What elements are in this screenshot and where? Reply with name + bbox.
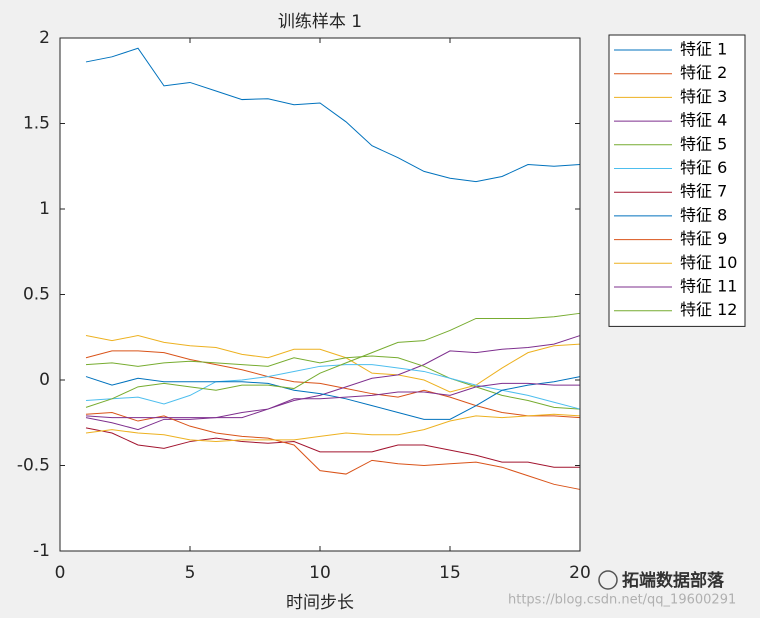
- series-line: [85, 364, 581, 410]
- legend-label: 特征 3: [680, 87, 727, 106]
- x-tick-label: 15: [439, 563, 461, 583]
- series-line: [85, 413, 581, 443]
- legend-label: 特征 5: [680, 134, 727, 153]
- legend-label: 特征 11: [680, 277, 737, 296]
- axes-box: [59, 37, 581, 552]
- series-line: [85, 312, 581, 408]
- y-tick-label: 0.5: [23, 285, 50, 305]
- series-line: [85, 376, 581, 420]
- legend-label: 特征 1: [680, 40, 727, 59]
- legend-label: 特征 12: [680, 300, 737, 319]
- legend-label: 特征 8: [680, 205, 727, 224]
- chart-title: 训练样本 1: [278, 12, 362, 32]
- series-line: [85, 427, 580, 468]
- y-tick-label: 1: [39, 199, 50, 219]
- x-tick-label: 5: [185, 563, 196, 583]
- legend-label: 特征 9: [680, 229, 727, 248]
- series-line: [85, 335, 581, 431]
- legend-label: 特征 10: [680, 253, 737, 272]
- series-line: [85, 382, 580, 419]
- legend-label: 特征 4: [680, 111, 727, 130]
- legend-box: [608, 34, 746, 327]
- series-line: [85, 350, 581, 419]
- legend-label: 特征 7: [680, 182, 727, 201]
- x-tick-label: 0: [55, 563, 66, 583]
- y-tick-label: 2: [39, 28, 50, 48]
- series-line: [85, 355, 581, 410]
- legend-label: 特征 6: [680, 158, 727, 177]
- x-tick-label: 20: [569, 563, 591, 583]
- watermark-icon: [598, 570, 618, 590]
- watermark-url: https://blog.csdn.net/qq_19600291: [508, 593, 736, 608]
- watermark-brand: 拓端数据部落: [622, 570, 725, 591]
- x-tick-label: 10: [309, 563, 331, 583]
- legend-label: 特征 2: [680, 63, 727, 82]
- y-tick-label: -0.5: [17, 456, 50, 476]
- x-axis-label: 时间步长: [286, 593, 354, 613]
- plot-area: [60, 38, 580, 551]
- y-tick-label: 1.5: [23, 114, 50, 134]
- series-line: [85, 47, 581, 183]
- y-tick-label: -1: [33, 541, 50, 561]
- y-tick-label: 0: [39, 370, 50, 390]
- series-line: [85, 335, 581, 393]
